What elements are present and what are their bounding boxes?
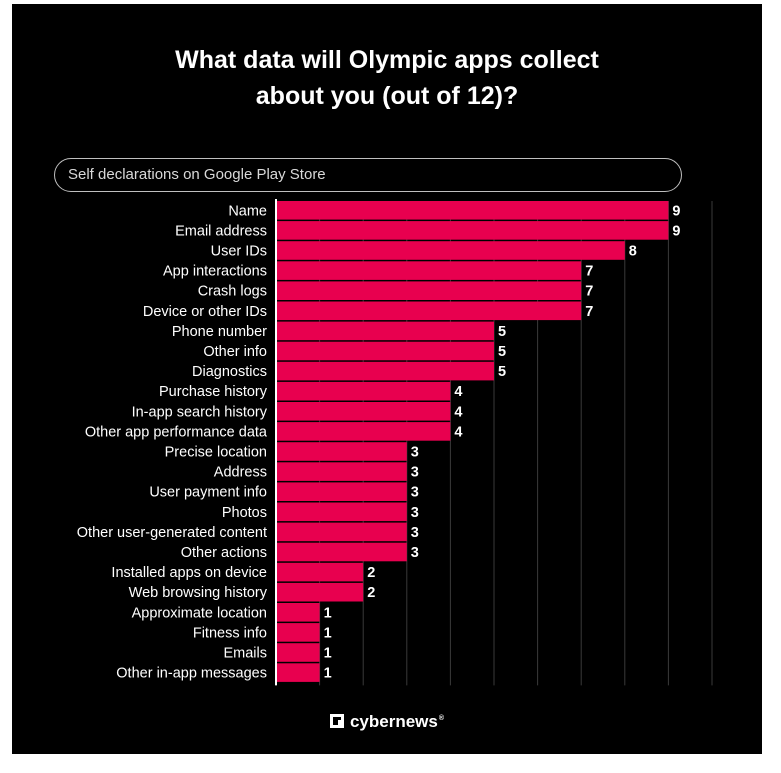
bar-chart: Name 9 Email address 9 User IDs 8 App interact… [77, 199, 713, 686]
bar [276, 663, 320, 682]
value-label: 7 [585, 304, 593, 320]
bar [276, 623, 320, 642]
value-label: 3 [411, 505, 419, 521]
category-label: Purchase history [159, 384, 268, 400]
bar [276, 603, 320, 622]
value-label: 9 [672, 223, 680, 239]
bar [276, 381, 451, 401]
bar [276, 341, 494, 361]
value-label: 4 [454, 424, 462, 440]
chart-title-line-1: What data will Olympic apps collect [175, 46, 599, 74]
category-label: Web browsing history [129, 585, 268, 601]
bar [276, 281, 582, 300]
category-label: Installed apps on device [111, 565, 267, 581]
bar [276, 221, 669, 240]
brand-name: cybernews [349, 712, 438, 731]
bar [276, 402, 451, 421]
category-label: Fitness info [193, 625, 267, 641]
category-label: User IDs [211, 244, 267, 260]
bar [276, 241, 625, 260]
category-label: Email address [175, 223, 267, 239]
value-label: 3 [411, 445, 419, 461]
value-label: 4 [454, 384, 462, 400]
category-label: Device or other IDs [143, 304, 267, 320]
value-label: 1 [324, 605, 332, 621]
bar [276, 422, 451, 441]
bar [276, 442, 407, 461]
value-label: 5 [498, 344, 506, 360]
bar [276, 361, 494, 381]
value-label: 8 [629, 244, 637, 260]
value-label: 5 [498, 324, 506, 340]
cybernews-logo-icon [329, 714, 344, 728]
category-label: Phone number [172, 324, 267, 340]
bar [276, 462, 407, 481]
bar [276, 542, 407, 562]
category-label: Other info [203, 344, 267, 360]
bar [276, 502, 407, 522]
brand-footer: cybernews® [12, 712, 762, 732]
bar [276, 261, 582, 280]
category-label: Diagnostics [192, 364, 267, 380]
bar [276, 482, 407, 501]
category-label: User payment info [149, 485, 267, 501]
value-label: 1 [324, 666, 332, 682]
value-label: 1 [324, 625, 332, 641]
category-label: Other app performance data [85, 424, 268, 440]
chart-subtitle: Self declarations on Google Play Store [54, 158, 682, 192]
value-label: 1 [324, 646, 332, 662]
bar [276, 321, 494, 341]
category-label: Photos [222, 505, 267, 521]
category-label: In-app search history [132, 404, 268, 420]
value-label: 5 [498, 364, 506, 380]
category-label: Address [214, 465, 267, 481]
value-label: 9 [672, 203, 680, 219]
brand-registered-mark: ® [438, 715, 445, 722]
value-label: 2 [367, 565, 375, 581]
value-label: 3 [411, 545, 419, 561]
infographic-card: What data will Olympic apps collect abou… [12, 4, 762, 754]
bar [276, 582, 364, 602]
value-label: 2 [367, 585, 375, 601]
bar [276, 643, 320, 662]
chart-title-line-2: about you (out of 12)? [255, 82, 519, 110]
value-label: 3 [411, 525, 419, 541]
category-label: Approximate location [132, 605, 267, 621]
value-label: 4 [454, 404, 462, 420]
category-label: Crash logs [198, 284, 267, 300]
category-label: Name [228, 203, 267, 219]
value-label: 3 [411, 465, 419, 481]
category-label: Other actions [181, 545, 267, 561]
bar [276, 562, 364, 582]
category-label: Other user-generated content [77, 525, 267, 541]
category-label: Emails [223, 646, 267, 662]
category-label: Other in-app messages [116, 666, 267, 682]
category-label: Precise location [165, 445, 267, 461]
value-label: 7 [585, 284, 593, 300]
category-label: App interactions [163, 264, 267, 280]
chart-title: What data will Olympic apps collect abou… [12, 42, 762, 114]
bar [276, 301, 582, 321]
bar [276, 201, 669, 220]
value-label: 7 [585, 264, 593, 280]
value-label: 3 [411, 485, 419, 501]
bar [276, 522, 407, 542]
